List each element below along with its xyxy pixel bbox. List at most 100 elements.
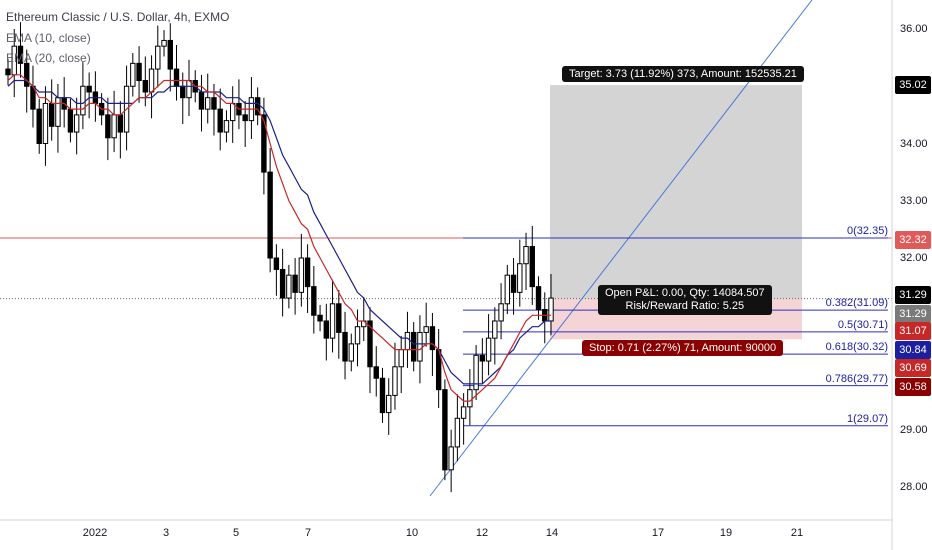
candle-body bbox=[342, 331, 348, 362]
candle-body bbox=[17, 45, 24, 64]
candle-body bbox=[161, 39, 167, 47]
fib-label: 0(32.35) bbox=[847, 224, 888, 237]
candle-body bbox=[429, 326, 436, 351]
candle-body bbox=[86, 85, 92, 93]
candle-body bbox=[398, 349, 404, 368]
candle-body bbox=[329, 303, 336, 339]
time-tick-label: 12 bbox=[475, 527, 489, 539]
price-tick-label: 32.00 bbox=[900, 252, 928, 264]
candle-body bbox=[473, 354, 479, 391]
candle-body bbox=[136, 62, 142, 82]
symbol-legend[interactable]: Ethereum Classic / U.S. Dollar, 4h, EXMO bbox=[6, 10, 230, 24]
candle-body bbox=[229, 102, 236, 122]
candle-body bbox=[392, 366, 398, 396]
candle-body bbox=[36, 108, 42, 144]
pnl-line1: Open P&L: 0.00, Qty: 14084.507 bbox=[605, 287, 765, 299]
candle-body bbox=[211, 97, 217, 110]
candle-body bbox=[198, 91, 205, 110]
candle-body bbox=[205, 97, 211, 110]
candle-body bbox=[354, 326, 361, 345]
candle-body bbox=[223, 120, 230, 133]
candle-body bbox=[242, 114, 248, 122]
candle-body bbox=[173, 68, 180, 87]
candle-body bbox=[498, 303, 504, 322]
candle-body bbox=[367, 320, 373, 368]
candle-body bbox=[254, 97, 261, 116]
candle-body bbox=[442, 389, 448, 471]
time-tick-label: 5 bbox=[232, 527, 240, 539]
price-badge: 31.07 bbox=[895, 322, 931, 341]
candle-body bbox=[142, 80, 149, 93]
candle-body bbox=[336, 303, 342, 333]
candle-body bbox=[479, 354, 486, 362]
pnl-line2: Risk/Reward Ratio: 5.25 bbox=[625, 300, 745, 312]
candle-body bbox=[311, 286, 317, 316]
price-tick-label: 36.00 bbox=[900, 23, 928, 35]
time-tick-label: 2022 bbox=[82, 527, 108, 539]
candle-body bbox=[504, 274, 511, 305]
time-tick-label: 3 bbox=[162, 527, 170, 539]
price-badge: 35.02 bbox=[895, 76, 931, 95]
candle-body bbox=[492, 320, 498, 339]
candle-body bbox=[485, 337, 492, 362]
candle-body bbox=[517, 263, 523, 293]
candle-body bbox=[323, 320, 330, 339]
candle-body bbox=[460, 406, 467, 419]
time-tick-label: 7 bbox=[304, 527, 312, 539]
candle-body bbox=[298, 257, 305, 293]
candle-body bbox=[180, 85, 186, 99]
candle-body bbox=[304, 257, 311, 288]
ema10-legend[interactable]: EMA (10, close) bbox=[6, 31, 91, 45]
target-zone bbox=[550, 85, 802, 299]
candle-body bbox=[386, 394, 392, 414]
ema10-line bbox=[7, 74, 551, 402]
candle-body bbox=[379, 377, 386, 414]
candle-body bbox=[417, 331, 423, 362]
candle-body bbox=[273, 257, 280, 270]
price-badge: 32.32 bbox=[895, 230, 931, 249]
price-badge: 31.29 bbox=[895, 286, 931, 305]
candle-body bbox=[423, 326, 429, 333]
ema20-line bbox=[7, 79, 551, 385]
fib-label: 1(29.07) bbox=[847, 412, 888, 425]
candle-body bbox=[535, 286, 542, 311]
target-label: Target: 3.73 (11.92%) 373, Amount: 15253… bbox=[562, 66, 804, 82]
ema20-legend[interactable]: EMA (20, close) bbox=[6, 51, 91, 65]
price-tick-label: 28.00 bbox=[900, 481, 928, 493]
time-tick-label: 21 bbox=[790, 527, 804, 539]
candle-body bbox=[148, 68, 155, 93]
candle-body bbox=[24, 62, 30, 87]
candle-body bbox=[167, 39, 173, 70]
candle-body bbox=[48, 102, 55, 127]
candle-body bbox=[80, 85, 86, 116]
candle-body bbox=[454, 417, 461, 448]
candle-body bbox=[117, 114, 124, 133]
price-badge: 30.84 bbox=[895, 340, 931, 359]
candle-body bbox=[529, 246, 535, 288]
price-tick-label: 34.00 bbox=[900, 137, 928, 150]
price-tick-label: 33.00 bbox=[900, 194, 928, 207]
time-tick-label: 14 bbox=[545, 527, 559, 539]
candle-body bbox=[267, 171, 273, 259]
candle-body bbox=[348, 343, 354, 362]
candle-body bbox=[279, 268, 286, 299]
candle-body bbox=[130, 62, 136, 87]
trend-line bbox=[429, 0, 813, 497]
candle-body bbox=[286, 274, 292, 299]
candle-body bbox=[55, 97, 61, 127]
candle-body bbox=[317, 314, 323, 322]
candle-body bbox=[111, 114, 117, 139]
candle-body bbox=[410, 331, 417, 362]
candle-body bbox=[404, 331, 411, 351]
candle-body bbox=[155, 45, 161, 70]
candle-body bbox=[105, 114, 111, 139]
candle-body bbox=[217, 108, 223, 133]
candle-body bbox=[373, 366, 379, 379]
fib-label: 0.618(30.32) bbox=[825, 341, 888, 354]
stop-label: Stop: 0.71 (2.27%) 71, Amount: 90000 bbox=[582, 340, 784, 356]
price-tick-label: 29.00 bbox=[900, 423, 928, 436]
candle-body bbox=[548, 297, 554, 322]
candle-body bbox=[448, 446, 454, 471]
fib-label: 0.382(31.09) bbox=[825, 297, 888, 310]
